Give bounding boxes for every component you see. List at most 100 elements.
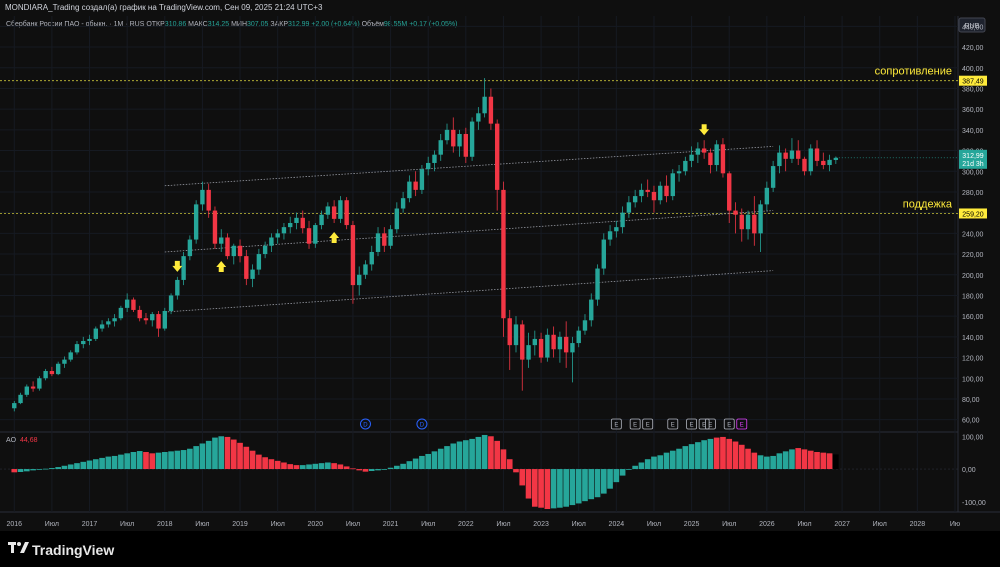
earnings-marker-glyph: E bbox=[702, 423, 706, 429]
chart-canvas[interactable]: Сбербанк России ПАО - обыкн. · 1М · RUS … bbox=[0, 0, 1000, 531]
ao-bar bbox=[732, 441, 739, 470]
trend-line-2 bbox=[164, 210, 774, 253]
ao-bar bbox=[30, 469, 36, 471]
candle-body bbox=[200, 189, 205, 205]
ao-bar bbox=[663, 452, 670, 470]
candle-body bbox=[589, 299, 594, 321]
ao-bar bbox=[563, 469, 569, 507]
ao-bar bbox=[726, 438, 733, 470]
candle-body bbox=[739, 214, 744, 230]
candle-body bbox=[457, 133, 462, 147]
candle bbox=[752, 196, 757, 246]
candle bbox=[821, 152, 826, 170]
y-tick-label: 220,00 bbox=[962, 252, 984, 259]
earnings-marker[interactable]: E bbox=[705, 418, 716, 430]
candle bbox=[683, 156, 688, 176]
candle bbox=[451, 117, 456, 153]
candle bbox=[457, 129, 462, 157]
x-tick-label: 2019 bbox=[232, 521, 248, 528]
candle-body bbox=[62, 359, 67, 364]
candle bbox=[87, 334, 92, 346]
ao-bar bbox=[588, 469, 595, 500]
x-tick-label: 2021 bbox=[383, 521, 399, 528]
candle-body bbox=[256, 254, 262, 270]
candle bbox=[231, 243, 236, 265]
candle-body bbox=[325, 206, 331, 215]
earnings-marker[interactable]: E bbox=[667, 418, 679, 430]
candle-body bbox=[419, 169, 425, 190]
currency-label: RUB bbox=[965, 23, 980, 30]
candle bbox=[319, 210, 324, 230]
ao-bar bbox=[475, 436, 482, 470]
ao-bar bbox=[299, 465, 306, 470]
ao-bar bbox=[538, 469, 544, 508]
earnings-marker[interactable]: E bbox=[723, 418, 735, 430]
legend-close-label: ЗАКР bbox=[268, 21, 288, 28]
candle bbox=[494, 119, 500, 211]
ao-bar bbox=[481, 434, 488, 470]
ao-bar bbox=[262, 457, 268, 470]
ao-bar bbox=[375, 469, 381, 471]
candle-body bbox=[796, 150, 801, 159]
candle-body bbox=[319, 214, 324, 226]
dividend-marker[interactable]: D bbox=[359, 418, 371, 430]
candle-body bbox=[733, 210, 738, 215]
x-tick-label: Июл bbox=[572, 521, 586, 528]
earnings-marker-box bbox=[629, 418, 641, 430]
ao-bar bbox=[751, 452, 758, 470]
ao-bar bbox=[807, 450, 814, 470]
candle-body bbox=[137, 309, 142, 319]
y-tick-label: 420,00 bbox=[962, 45, 984, 52]
candle-body bbox=[789, 150, 795, 159]
candle-body bbox=[582, 320, 588, 331]
candle bbox=[557, 331, 563, 363]
candle bbox=[789, 138, 795, 163]
ao-bar bbox=[55, 467, 61, 470]
candle bbox=[664, 175, 669, 203]
candle-body bbox=[375, 233, 381, 252]
earnings-marker[interactable]: E bbox=[698, 418, 710, 430]
dividend-marker[interactable]: D bbox=[416, 418, 428, 430]
ao-bar bbox=[381, 469, 388, 470]
earnings-marker[interactable]: E bbox=[610, 418, 622, 430]
candle-body bbox=[306, 228, 312, 244]
candle-body bbox=[488, 96, 494, 124]
candle bbox=[382, 227, 387, 252]
candle-body bbox=[601, 239, 606, 269]
candle bbox=[827, 154, 832, 172]
ao-bar bbox=[525, 469, 532, 499]
candle-body bbox=[576, 330, 581, 344]
current-price-value: 312,99 bbox=[962, 153, 984, 160]
earnings-marker-glyph: E bbox=[671, 423, 675, 429]
legend-high-label: МАКС bbox=[186, 21, 208, 28]
ao-bar bbox=[168, 451, 174, 470]
y-tick-label: 120,00 bbox=[962, 356, 984, 363]
legend-low-label: МИН bbox=[229, 21, 247, 28]
resistance-label: сопротивление bbox=[875, 66, 952, 78]
ao-bar bbox=[143, 452, 149, 470]
ao-bar bbox=[105, 456, 112, 470]
candle-body bbox=[501, 189, 506, 319]
ao-bar bbox=[174, 450, 181, 470]
candle bbox=[739, 208, 744, 242]
ao-bar bbox=[701, 440, 707, 470]
ao-bar bbox=[136, 451, 143, 470]
candle-body bbox=[187, 239, 193, 257]
ao-bar bbox=[544, 469, 551, 510]
event-marker-special[interactable]: E bbox=[736, 418, 748, 430]
x-tick-label: Июл bbox=[797, 521, 811, 528]
candle bbox=[520, 320, 525, 391]
ao-bar bbox=[607, 469, 613, 489]
ao-bar bbox=[494, 440, 501, 470]
trend-line-1 bbox=[164, 146, 774, 187]
earnings-marker[interactable]: E bbox=[629, 418, 641, 430]
candle bbox=[18, 392, 23, 405]
earnings-marker[interactable]: E bbox=[642, 418, 654, 430]
candle-body bbox=[74, 344, 80, 353]
ao-bar bbox=[99, 457, 105, 470]
candle bbox=[206, 183, 211, 218]
ao-bar bbox=[626, 469, 632, 470]
candle bbox=[313, 223, 318, 248]
candle bbox=[783, 148, 788, 172]
earnings-marker[interactable]: E bbox=[686, 418, 697, 430]
